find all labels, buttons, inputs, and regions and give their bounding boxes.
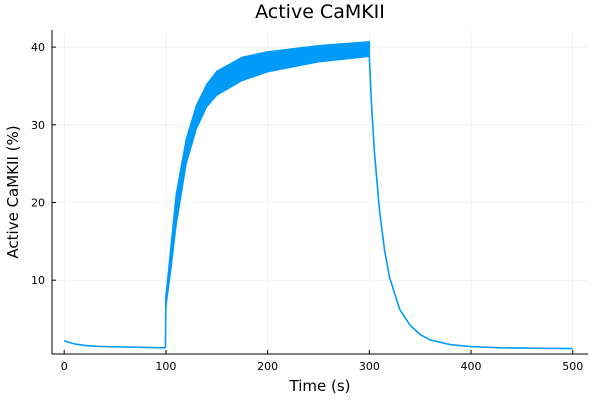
axes [51, 30, 588, 355]
y-tick-label: 20 [31, 196, 45, 209]
series-line-decay [368, 56, 573, 350]
ticks: 0 100 200 300 400 500 10 20 30 40 [31, 41, 583, 373]
chart-title: Active CaMKII [255, 1, 385, 23]
series-line-baseline [63, 340, 166, 349]
y-tick-label: 40 [31, 41, 45, 54]
x-tick-label: 200 [257, 360, 278, 373]
x-tick-label: 300 [359, 360, 380, 373]
x-tick-label: 0 [61, 360, 68, 373]
grid [52, 30, 588, 354]
y-tick-label: 10 [31, 274, 45, 287]
series-onset-jump [164, 295, 167, 348]
x-tick-label: 500 [562, 360, 583, 373]
data-layer [63, 41, 573, 350]
y-tick-label: 30 [31, 119, 45, 132]
x-tick-label: 100 [155, 360, 176, 373]
x-axis-label: Time (s) [289, 377, 351, 395]
y-axis-label: Active CaMKII (%) [4, 125, 22, 258]
x-tick-label: 400 [461, 360, 482, 373]
